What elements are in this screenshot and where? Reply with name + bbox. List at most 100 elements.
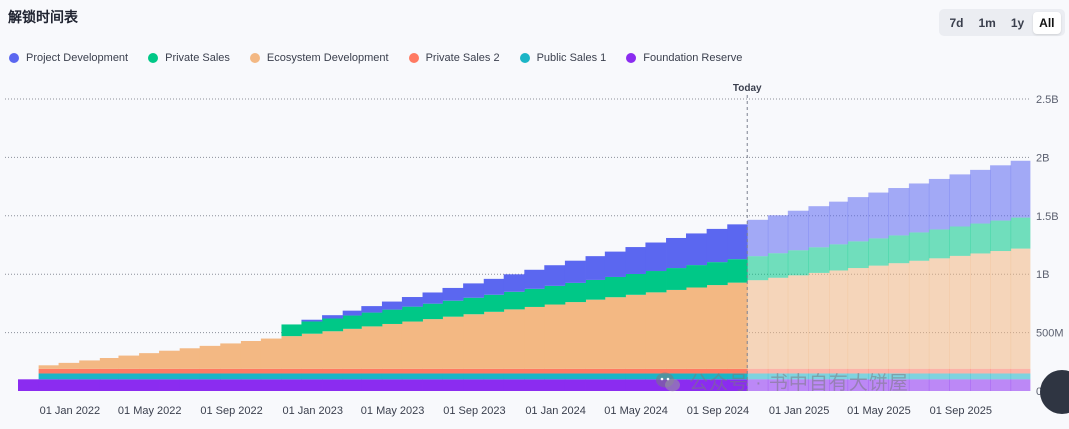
y-tick-label: 0 — [1036, 386, 1042, 398]
legend-foundation-reserve[interactable]: Foundation Reserve — [626, 52, 742, 64]
area-step-public-sales-1 — [79, 373, 101, 380]
area-step-foundation-reserve — [18, 379, 40, 391]
area-step-public-sales-1 — [381, 373, 403, 380]
area-step-foundation-reserve — [928, 379, 950, 391]
y-tick-label: 1B — [1036, 269, 1049, 281]
floating-action-button[interactable] — [1040, 370, 1069, 414]
area-step-project-development — [888, 188, 910, 236]
x-tick-label: 01 Jan 2022 — [40, 405, 101, 417]
area-step-foundation-reserve — [544, 379, 566, 391]
area-step-project-development — [727, 224, 748, 260]
area-step-private-sales — [422, 303, 443, 320]
area-step-foundation-reserve — [58, 379, 80, 391]
area-step-public-sales-1 — [888, 373, 910, 380]
area-step-private-sales-2 — [544, 368, 566, 374]
area-step-private-sales-2 — [401, 368, 423, 374]
area-step-private-sales-2 — [706, 368, 728, 374]
area-step-project-development — [342, 310, 362, 316]
area-step-public-sales-1 — [949, 373, 971, 380]
area-step-foundation-reserve — [38, 379, 59, 391]
area-step-ecosystem-development — [179, 348, 201, 369]
area-step-private-sales — [585, 279, 606, 300]
area-step-private-sales — [463, 297, 485, 315]
area-step-private-sales — [483, 294, 505, 312]
legend-label: Project Development — [26, 52, 129, 64]
area-step-ecosystem-development — [281, 336, 302, 369]
area-step-foundation-reserve — [645, 379, 667, 391]
area-step-private-sales-2 — [503, 368, 525, 374]
area-step-public-sales-1 — [38, 373, 59, 380]
area-step-foundation-reserve — [220, 379, 242, 391]
legend-dot — [408, 53, 419, 63]
legend-ecosystem-development[interactable]: Ecosystem Development — [249, 52, 389, 64]
area-step-private-sales — [787, 250, 809, 276]
y-tick-label: 2.5B — [1036, 94, 1059, 106]
area-step-private-sales-2 — [79, 368, 101, 374]
area-step-ecosystem-development — [990, 251, 1012, 369]
legend-public-sales-1[interactable]: Public Sales 1 — [519, 52, 606, 64]
x-tick-label: 01 May 2025 — [847, 405, 911, 417]
range-all-button[interactable]: All — [1033, 11, 1061, 34]
area-step-foundation-reserve — [888, 379, 910, 391]
area-step-project-development — [585, 256, 606, 280]
range-1m-button[interactable]: 1m — [978, 15, 996, 30]
area-step-project-development — [604, 251, 626, 277]
x-tick-label: 01 May 2023 — [361, 405, 425, 417]
area-step-ecosystem-development — [524, 306, 545, 369]
area-step-private-sales — [868, 238, 889, 266]
area-step-private-sales-2 — [199, 368, 221, 374]
area-step-public-sales-1 — [361, 373, 383, 380]
y-tick-label: 500M — [1036, 328, 1064, 340]
area-step-public-sales-1 — [220, 373, 242, 380]
area-step-public-sales-1 — [727, 373, 748, 380]
area-step-ecosystem-development — [139, 353, 160, 369]
area-step-public-sales-1 — [260, 373, 282, 380]
x-tick-label: 01 Jan 2025 — [769, 405, 830, 417]
area-step-project-development — [949, 174, 971, 227]
area-step-foundation-reserve — [422, 379, 443, 391]
area-step-private-sales-2 — [179, 368, 201, 374]
area-step-public-sales-1 — [463, 373, 485, 380]
area-step-foundation-reserve — [908, 379, 930, 391]
area-step-private-sales — [949, 226, 971, 256]
area-step-ecosystem-development — [970, 253, 991, 369]
legend-dot — [626, 53, 637, 63]
area-step-private-sales-2 — [118, 368, 140, 374]
area-step-private-sales-2 — [585, 368, 606, 374]
area-step-ecosystem-development — [442, 316, 464, 369]
area-step-foundation-reserve — [625, 379, 646, 391]
area-step-ecosystem-development — [888, 263, 910, 369]
legend-label: Foundation Reserve — [643, 52, 743, 64]
area-step-ecosystem-development — [686, 287, 708, 369]
area-step-project-development — [524, 269, 545, 289]
area-step-public-sales-1 — [787, 373, 809, 380]
area-step-project-development — [483, 278, 505, 295]
area-step-private-sales — [342, 315, 362, 329]
legend-private-sales[interactable]: Private Sales — [148, 52, 230, 64]
area-step-private-sales-2 — [645, 368, 667, 374]
area-step-foundation-reserve — [442, 379, 464, 391]
area-step-ecosystem-development — [727, 282, 748, 369]
area-step-foundation-reserve — [118, 379, 140, 391]
area-step-foundation-reserve — [767, 379, 789, 391]
y-tick-label: 2B — [1036, 152, 1049, 164]
legend-project-development[interactable]: Project Development — [9, 52, 128, 64]
area-step-foundation-reserve — [868, 379, 889, 391]
area-step-private-sales-2 — [58, 368, 80, 374]
area-step-private-sales — [645, 271, 667, 293]
area-step-private-sales-2 — [767, 368, 789, 374]
area-step-private-sales-2 — [524, 368, 545, 374]
legend-private-sales-2[interactable]: Private Sales 2 — [408, 52, 500, 64]
area-step-ecosystem-development — [808, 272, 830, 369]
area-step-ecosystem-development — [220, 343, 242, 369]
area-step-private-sales-2 — [240, 368, 262, 374]
range-1y-button[interactable]: 1y — [1010, 15, 1025, 30]
area-step-private-sales-2 — [1010, 368, 1031, 374]
area-step-public-sales-1 — [342, 373, 362, 380]
range-7d-button[interactable]: 7d — [949, 15, 964, 30]
area-step-private-sales-2 — [159, 368, 181, 374]
area-step-project-development — [463, 283, 485, 298]
area-step-foundation-reserve — [808, 379, 830, 391]
area-step-foundation-reserve — [949, 379, 971, 391]
